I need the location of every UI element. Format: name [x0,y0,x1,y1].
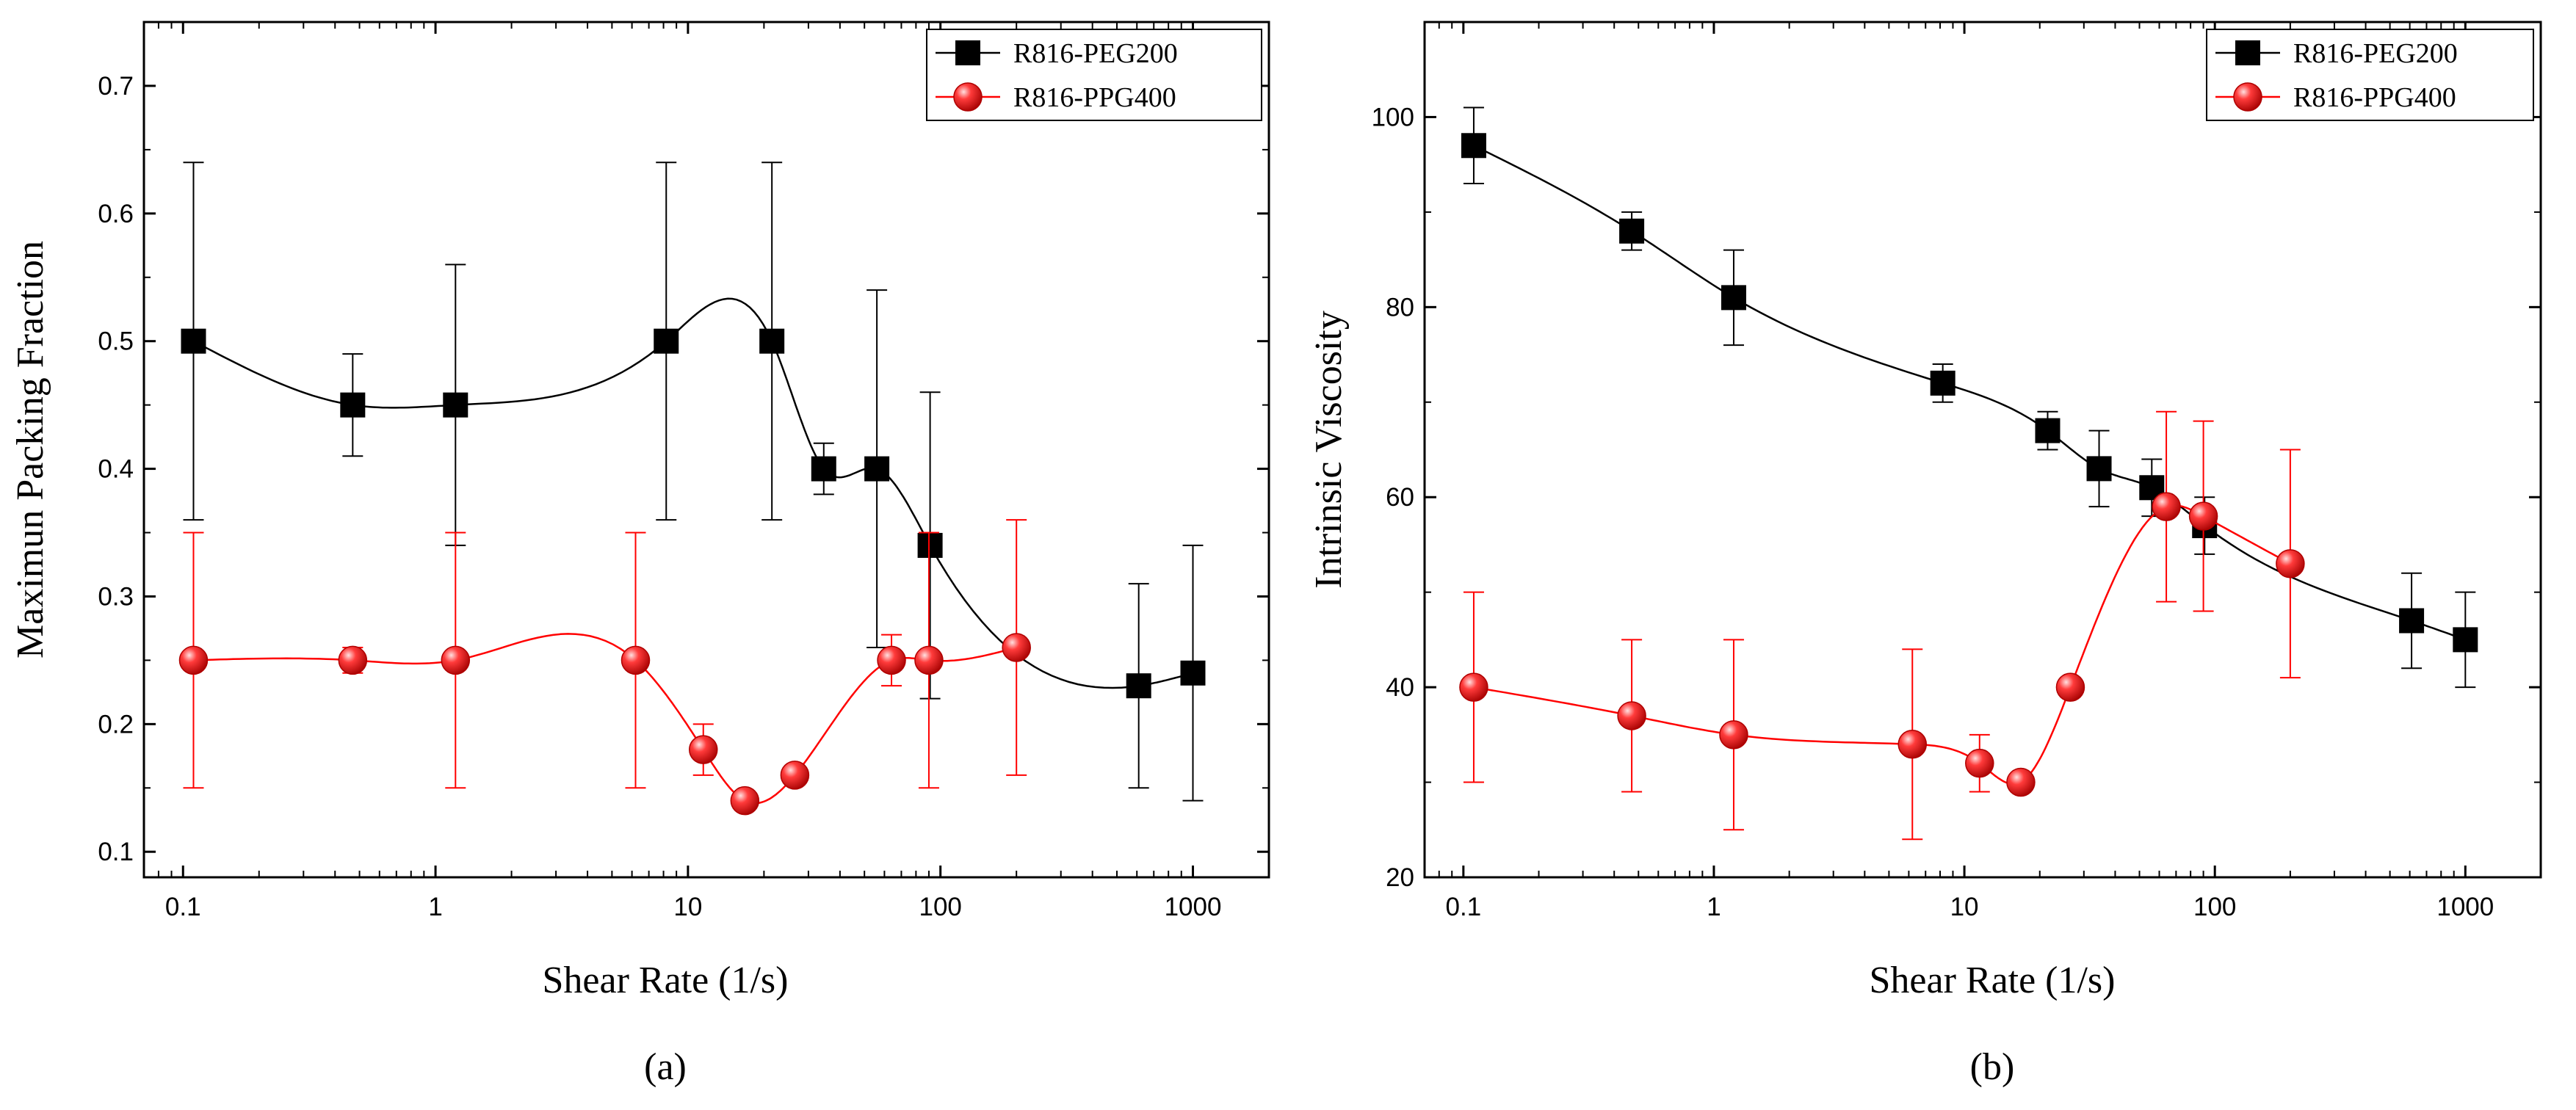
data-point [2055,672,2085,702]
data-point [1617,701,1646,730]
data-point [2086,456,2112,482]
series-r816-ppg400 [1459,410,2305,841]
y-tick-label: 60 [1386,483,1414,512]
y-tick-label: 80 [1386,293,1414,322]
data-point [864,456,890,482]
panel-caption: (a) [644,1046,687,1088]
panel-b: 0.1 1 10 100 1000 20 40 60 80 100 R816-PEG200 R81… [1308,21,2542,1088]
y-tick-label: 0.7 [98,72,134,101]
x-tick-label: 0.1 [1446,893,1482,921]
data-point [1721,285,1746,311]
x-tick-label: 100 [2193,893,2236,921]
legend-box [926,29,1262,121]
panel-b-series [1459,106,2478,841]
x-tick-label: 10 [1950,893,1979,921]
plot-frame [1423,21,2542,879]
x-tick-label: 1 [1707,893,1721,921]
data-point [780,761,810,790]
legend-label-r816-peg200: R816-PEG200 [2293,38,2458,69]
data-point [877,645,906,675]
data-point [1002,633,1031,662]
data-point [2188,501,2218,531]
data-point [1459,672,1488,702]
y-tick-label: 100 [1372,103,1414,131]
data-point [1719,720,1748,750]
legend-label-r816-peg200: R816-PEG200 [1013,38,1178,69]
series-r816-peg200 [181,162,1206,802]
data-point [2035,418,2061,443]
legend-marker [2235,40,2260,65]
data-point [2276,549,2305,578]
y-tick-label: 0.3 [98,582,134,611]
data-point [654,328,679,354]
y-tick-label: 0.5 [98,327,134,356]
data-point [2006,767,2036,797]
panel-a: 0.1 1 10 100 1000 0.1 0.2 0.3 0.4 0.5 0.6 0.7 R816-… [10,21,1270,1088]
y-tick-label: 0.1 [98,838,134,866]
data-point [811,456,836,482]
y-tick-label: 0.2 [98,710,134,739]
series-line [1473,145,2466,641]
data-point [340,392,366,418]
data-point [914,645,944,675]
y-tick-label: 0.6 [98,200,134,228]
y-tick-label: 0.4 [98,455,134,484]
series-r816-ppg400 [178,519,1031,816]
data-point [1965,748,1994,778]
panel-b-axes: 0.1 1 10 100 1000 20 40 60 80 100 [1372,21,2542,921]
data-point [2399,608,2425,634]
data-point [1461,133,1486,159]
legend-marker [953,82,983,112]
panel-a-series [178,162,1206,816]
x-axis-title: Shear Rate (1/s) [542,960,788,1001]
data-point [621,645,651,675]
series-line [192,297,1193,689]
plot-frame [142,21,1270,879]
data-point [443,392,468,418]
data-point [759,328,785,354]
y-tick-label: 20 [1386,863,1414,892]
y-axis-title: Maximun Packing Fraction [10,241,51,659]
data-point [2152,492,2181,521]
data-point [917,532,943,558]
data-point [338,645,368,675]
data-point [441,645,471,675]
legend-box [2206,29,2534,121]
data-point [730,786,760,816]
data-point [2453,627,2478,653]
x-tick-label: 1000 [2436,893,2494,921]
panel-a-axes: 0.1 1 10 100 1000 0.1 0.2 0.3 0.4 0.5 0.6 0.7 [98,21,1270,921]
y-axis-title: Intrinsic Viscosity [1308,311,1350,589]
data-point [1180,660,1206,686]
data-point [178,645,209,675]
series-line [193,633,1017,805]
data-point [1619,218,1645,244]
data-point [688,735,718,764]
legend-label-r816-ppg400: R816-PPG400 [2293,82,2456,113]
x-tick-label: 1 [428,893,442,921]
x-tick-label: 10 [673,893,702,921]
data-point [1126,673,1151,699]
data-point [1930,370,1955,396]
legend-marker [2233,82,2262,112]
legend-marker [955,40,980,65]
series-line [1473,504,2291,786]
legend-label-r816-ppg400: R816-PPG400 [1013,82,1176,113]
series-r816-peg200 [1461,106,2478,689]
x-tick-label: 0.1 [165,893,201,921]
x-tick-label: 100 [919,893,961,921]
x-axis-title: Shear Rate (1/s) [1869,960,2115,1001]
panel-b-legend: R816-PEG200 R816-PPG400 [2206,29,2534,121]
data-point [181,328,206,354]
y-tick-label: 40 [1386,673,1414,702]
panel-caption: (b) [1970,1046,2015,1088]
data-point [1897,730,1928,759]
panel-a-legend: R816-PEG200 R816-PPG400 [926,29,1262,121]
x-tick-label: 1000 [1165,893,1222,921]
